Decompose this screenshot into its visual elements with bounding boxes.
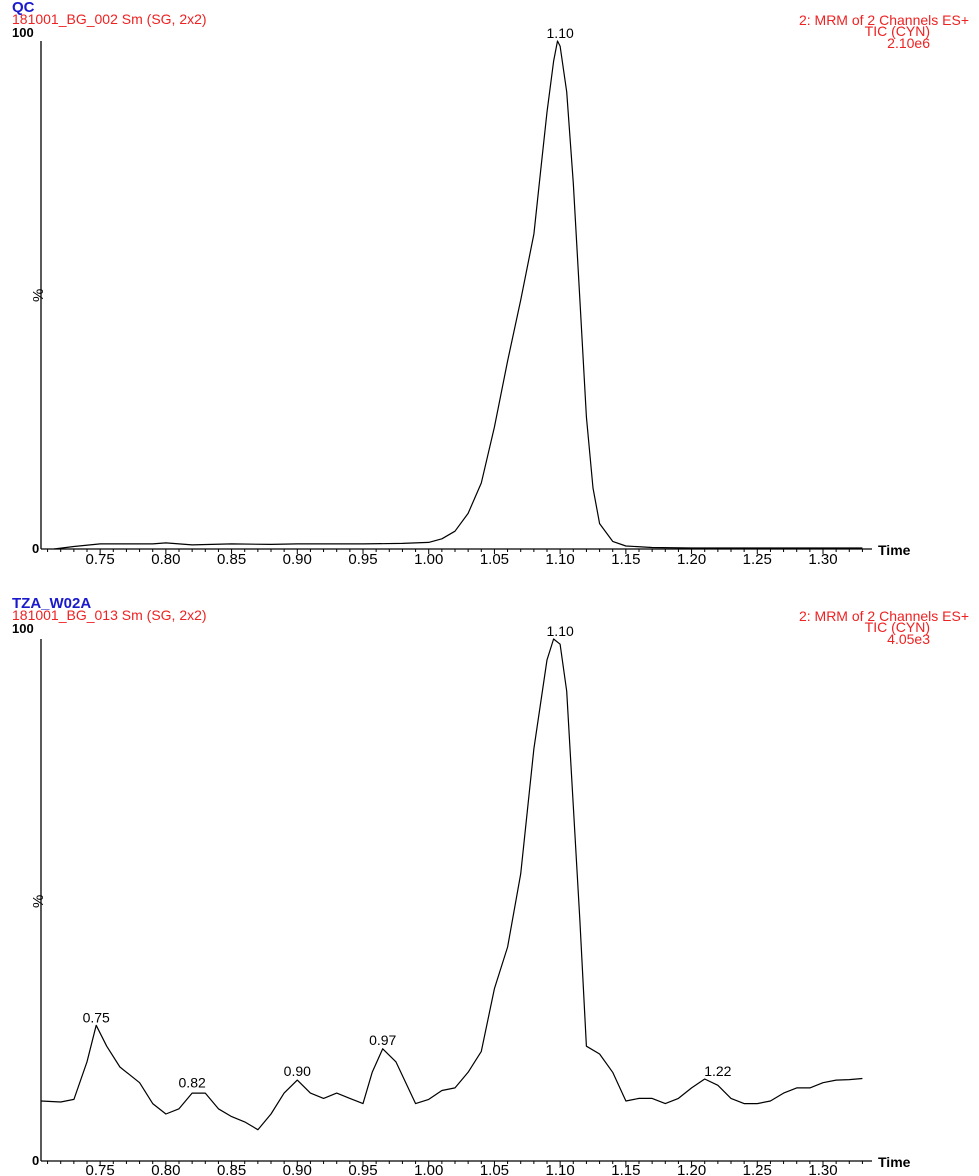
y-min-label: 0 [32, 541, 40, 556]
detector-label: TIC (CYN) [864, 23, 930, 39]
x-axis-label: Time [878, 1154, 911, 1170]
file-name: 181001_BG_013 Sm (SG, 2x2) [12, 607, 207, 623]
sample-name: TZA_W02A [12, 595, 92, 612]
channel-info: 2: MRM of 2 Channels ES+ [798, 12, 969, 28]
x-tick-label: 1.30 [808, 551, 837, 568]
detector-label: TIC (CYN) [864, 619, 930, 635]
peak-label: 0.97 [369, 1032, 396, 1048]
peak-label: 0.82 [179, 1075, 206, 1091]
x-tick-label: 0.85 [217, 551, 246, 568]
peak-label: 0.75 [83, 1009, 110, 1025]
file-name: 181001_BG_002 Sm (SG, 2x2) [12, 11, 207, 27]
x-tick-label: 0.80 [151, 1162, 180, 1176]
x-tick-label: 1.15 [611, 1162, 640, 1176]
x-tick-label: 0.80 [151, 551, 180, 568]
x-tick-label: 1.20 [677, 1162, 706, 1176]
chromatogram-panel-qc: QC 181001_BG_002 Sm (SG, 2x2) 2: MRM of … [0, 0, 979, 585]
x-tick-label: 1.25 [743, 551, 772, 568]
x-tick-label: 1.05 [480, 1162, 509, 1176]
chart-plot-area: 0.75 0.80 0.85 0.90 0.95 1.00 1.05 1.10 1.15 1.20… [40, 25, 911, 568]
x-tick-label: 0.90 [283, 551, 312, 568]
series-line [54, 40, 863, 550]
x-tick-label: 0.75 [86, 551, 115, 568]
peak-label: 1.10 [547, 623, 574, 639]
peak-label: 1.22 [704, 1063, 731, 1079]
peak-label: 0.90 [284, 1063, 311, 1079]
x-axis-label: Time [878, 542, 911, 558]
y-max-label: 100 [12, 25, 34, 40]
x-tick-label: 1.10 [546, 1162, 575, 1176]
x-tick-label: 1.05 [480, 551, 509, 568]
channel-info: 2: MRM of 2 Channels ES+ [798, 608, 969, 624]
x-tick-label: 1.25 [743, 1162, 772, 1176]
chart-plot-area: 0.75 0.80 0.85 0.90 0.95 1.00 1.05 1.10 1.15 1.20… [40, 623, 911, 1176]
chromatogram-panel-tza-w02a: TZA_W02A 181001_BG_013 Sm (SG, 2x2) 2: M… [0, 596, 979, 1176]
x-tick-label: 0.85 [217, 1162, 246, 1176]
x-tick-label: 0.95 [348, 1162, 377, 1176]
x-tick-label: 0.75 [86, 1162, 115, 1176]
peak-label: 1.10 [547, 25, 574, 41]
x-tick-label: 0.90 [283, 1162, 312, 1176]
x-tick-label: 1.20 [677, 551, 706, 568]
x-tick-label: 1.30 [808, 1162, 837, 1176]
x-tick-label: 1.00 [414, 1162, 443, 1176]
x-tick-label: 1.00 [414, 551, 443, 568]
series-line [40, 638, 863, 1131]
intensity-label: 2.10e6 [887, 35, 930, 51]
y-max-label: 100 [12, 621, 34, 636]
intensity-label: 4.05e3 [887, 631, 930, 647]
x-tick-label: 1.10 [546, 551, 575, 568]
x-tick-label: 1.15 [611, 551, 640, 568]
y-min-label: 0 [32, 1153, 40, 1168]
x-tick-label: 0.95 [348, 551, 377, 568]
sample-name: QC [12, 0, 35, 16]
